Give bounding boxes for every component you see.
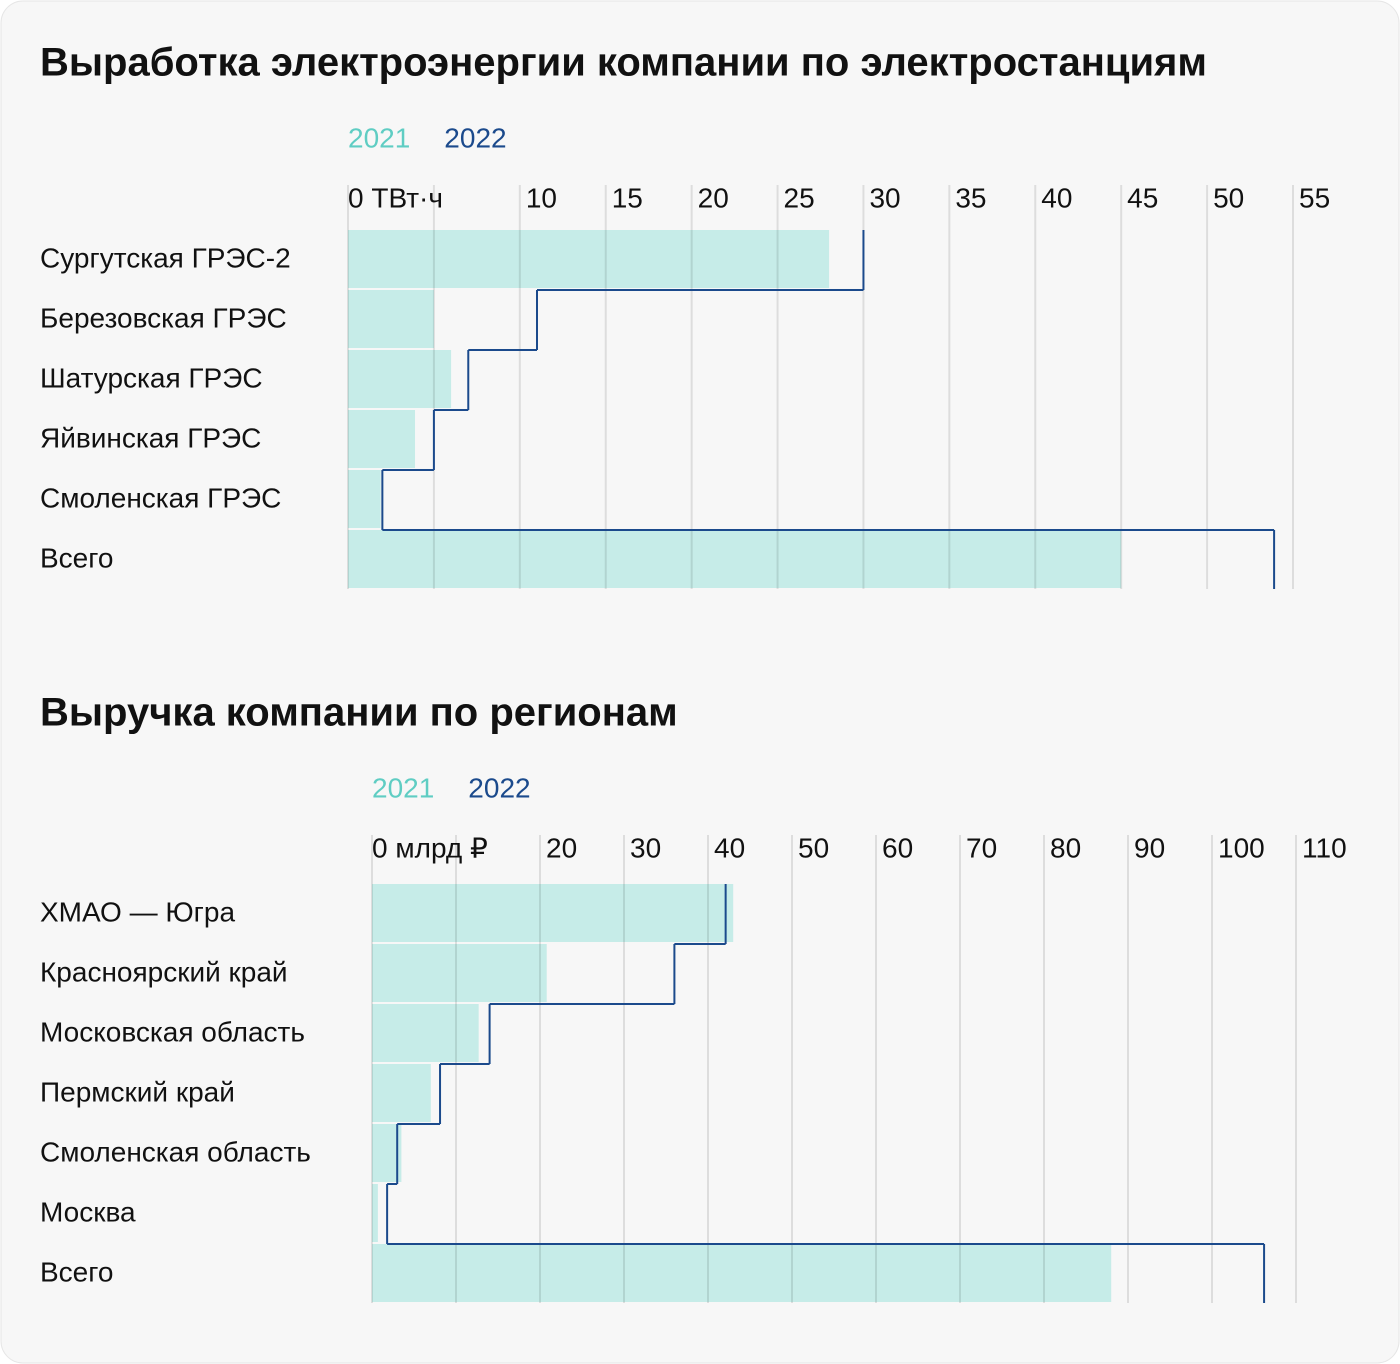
bar bbox=[348, 230, 830, 288]
x-tick-label: 50 bbox=[798, 832, 829, 863]
x-tick-label: 25 bbox=[784, 182, 815, 213]
bar bbox=[348, 350, 452, 408]
x-tick-label: 70 bbox=[966, 832, 997, 863]
bar bbox=[372, 1244, 1112, 1302]
x-tick-label: 55 bbox=[1299, 182, 1330, 213]
category-label: Березовская ГРЭС bbox=[40, 302, 287, 333]
bar bbox=[372, 944, 547, 1002]
category-label: Смоленская ГРЭС bbox=[40, 482, 281, 513]
bar bbox=[348, 530, 1122, 588]
x-tick-label: 110 bbox=[1302, 832, 1347, 863]
bar bbox=[348, 290, 434, 348]
x-tick-label: 40 bbox=[714, 832, 745, 863]
x-tick-label: 15 bbox=[612, 182, 643, 213]
x-tick-label: 45 bbox=[1127, 182, 1158, 213]
category-label: Яйвинская ГРЭС bbox=[40, 422, 261, 453]
category-label: Шатурская ГРЭС bbox=[40, 362, 263, 393]
x-tick-label: 30 bbox=[630, 832, 661, 863]
x-tick-label: 40 bbox=[1041, 182, 1072, 213]
bar bbox=[348, 470, 381, 528]
bar bbox=[372, 1064, 431, 1122]
category-label: Москва bbox=[40, 1196, 136, 1227]
chart-title: Выручка компании по регионам bbox=[40, 691, 678, 735]
category-label: Московская область bbox=[40, 1016, 305, 1047]
bar bbox=[348, 410, 416, 468]
x-tick-label: 80 bbox=[1050, 832, 1081, 863]
legend-entry: 2021 bbox=[372, 772, 434, 803]
x-tick-label: 20 bbox=[698, 182, 729, 213]
category-label: Сургутская ГРЭС-2 bbox=[40, 242, 291, 273]
category-label: Красноярский край bbox=[40, 956, 288, 987]
x-tick-label: 35 bbox=[955, 182, 986, 213]
category-label: Смоленская область bbox=[40, 1136, 311, 1167]
bar bbox=[372, 1184, 378, 1242]
category-label: Всего bbox=[40, 1256, 113, 1287]
category-label: Пермский край bbox=[40, 1076, 235, 1107]
x-tick-label: 0 ТВт·ч bbox=[348, 182, 443, 213]
legend-entry: 2021 bbox=[348, 122, 410, 153]
legend-entry: 2022 bbox=[468, 772, 530, 803]
category-label: ХМАО — Югра bbox=[40, 896, 235, 927]
bar bbox=[372, 1004, 479, 1062]
chart-title: Выработка электроэнергии компании по эле… bbox=[40, 41, 1207, 85]
x-tick-label: 20 bbox=[546, 832, 577, 863]
x-tick-label: 30 bbox=[869, 182, 900, 213]
x-tick-label: 60 bbox=[882, 832, 913, 863]
bar bbox=[372, 884, 734, 942]
x-tick-label: 50 bbox=[1213, 182, 1244, 213]
category-label: Всего bbox=[40, 542, 113, 573]
x-tick-label: 0 млрд ₽ bbox=[372, 832, 488, 863]
legend-entry: 2022 bbox=[444, 122, 506, 153]
x-tick-label: 10 bbox=[526, 182, 557, 213]
x-tick-label: 100 bbox=[1218, 832, 1265, 863]
x-tick-label: 90 bbox=[1134, 832, 1165, 863]
